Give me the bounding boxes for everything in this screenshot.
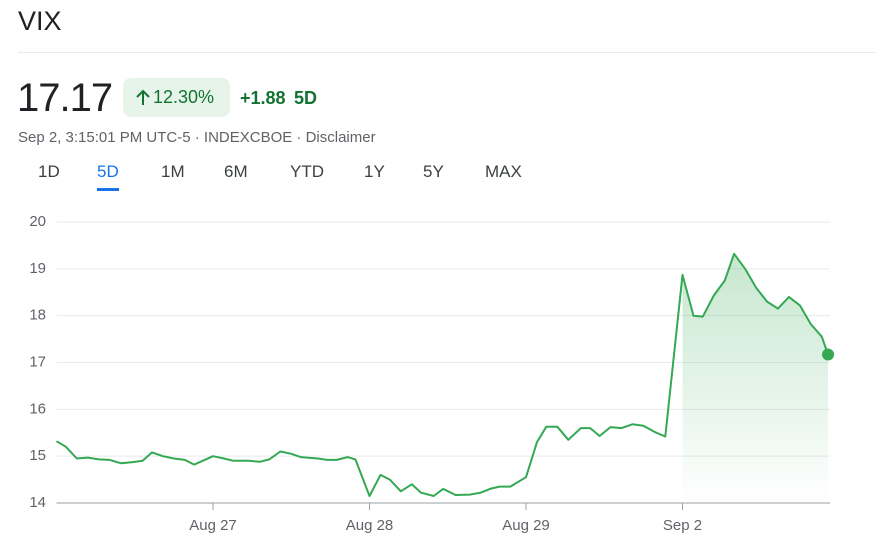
y-tick-label: 16 <box>29 400 46 417</box>
up-arrow <box>136 89 150 105</box>
price-line <box>55 252 829 497</box>
area-fill <box>682 253 829 503</box>
range-tab[interactable]: 1Y <box>364 162 385 181</box>
x-tick-label: Sep 2 <box>663 517 702 534</box>
range-tab[interactable]: 1D <box>38 162 60 181</box>
range-tab[interactable]: 5Y <box>423 162 444 181</box>
x-tick-label: Aug 29 <box>502 517 550 534</box>
range-tab[interactable]: MAX <box>485 162 522 181</box>
y-tick-label: 19 <box>29 260 46 277</box>
title: VIX <box>18 6 62 36</box>
range-tab[interactable]: 5D <box>97 162 119 191</box>
y-tick-label: 15 <box>29 447 46 464</box>
y-tick-label: 14 <box>29 494 46 511</box>
x-tick-label: Aug 27 <box>189 517 237 534</box>
change: +1.88 <box>240 88 286 108</box>
range-tab[interactable]: 1M <box>161 162 185 181</box>
change-period: 5D <box>294 88 318 108</box>
x-tick-label: Aug 28 <box>346 517 394 534</box>
change-badge: 12.30% <box>123 78 230 117</box>
range-tab[interactable]: YTD <box>290 162 324 181</box>
change-percent: 12.30% <box>153 87 215 107</box>
range-tab[interactable]: 6M <box>224 162 248 181</box>
meta: Sep 2, 3:15:01 PM UTC-5 · INDEXCBOE · Di… <box>18 129 376 146</box>
price: 17.17 <box>17 76 113 120</box>
y-tick-label: 17 <box>29 353 46 370</box>
last-point <box>822 348 835 361</box>
divider <box>18 52 876 53</box>
y-tick-label: 20 <box>29 213 46 230</box>
y-tick-label: 18 <box>29 307 46 324</box>
